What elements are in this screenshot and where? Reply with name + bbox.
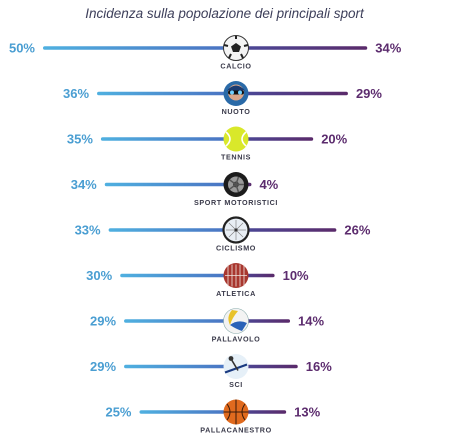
bar-right: [236, 46, 368, 50]
value-label-right: 34%: [375, 41, 401, 56]
chart-row: 35% 20% TENNIS: [67, 126, 348, 162]
chart-row: 30% 10% ATLETICA: [86, 263, 309, 298]
bar-right: [236, 91, 348, 96]
bar-left: [124, 319, 236, 323]
running-track-icon: [223, 263, 249, 288]
bicycle-wheel-icon: [222, 216, 250, 244]
value-label-left: 25%: [105, 405, 131, 420]
chart-row: 25% 13% PALLACANESTRO: [105, 399, 321, 433]
basketball-icon: [223, 399, 249, 425]
value-label-right: 10%: [283, 268, 309, 283]
bar-right: [236, 364, 298, 369]
category-label: CALCIO: [220, 62, 251, 71]
bar-left: [43, 46, 236, 50]
value-label-right: 13%: [294, 405, 320, 420]
bars-layer: 50% 34% CALCIO 36% 29% NUOTO 35% 20% TENNIS 34% 4%…: [9, 35, 402, 433]
value-label-right: 16%: [306, 359, 332, 374]
bar-right: [236, 410, 287, 414]
bar-left: [108, 228, 236, 232]
bar-left: [100, 137, 237, 141]
value-label-left: 34%: [71, 177, 97, 192]
bar-left: [97, 91, 236, 96]
bar-left: [139, 410, 236, 414]
chart-row: 29% 14% PALLAVOLO: [90, 308, 324, 344]
value-label-left: 35%: [67, 132, 93, 147]
bar-left: [124, 364, 236, 369]
value-label-right: 14%: [298, 314, 324, 329]
value-label-right: 20%: [321, 132, 347, 147]
value-label-left: 33%: [75, 223, 101, 238]
category-label: NUOTO: [222, 107, 251, 116]
value-label-left: 50%: [9, 41, 35, 56]
value-label-left: 36%: [63, 86, 89, 101]
chart-row: 34% 4% SPORT MOTORISTICI: [71, 172, 279, 207]
category-label: TENNIS: [221, 153, 251, 162]
bar-right: [236, 137, 314, 141]
volleyball-icon: [223, 308, 249, 334]
category-label: CICLISMO: [216, 244, 256, 253]
chart-title: Incidenza sulla popolazione dei principa…: [85, 6, 364, 21]
category-label: PALLAVOLO: [212, 335, 261, 344]
value-label-right: 26%: [344, 223, 370, 238]
value-label-right: 29%: [356, 86, 382, 101]
tire-icon: [223, 172, 249, 197]
category-label: SCI: [229, 380, 243, 389]
bar-right: [236, 319, 291, 323]
value-label-left: 30%: [86, 268, 112, 283]
soccer-ball-icon: [223, 35, 249, 61]
chart-row: 36% 29% NUOTO: [63, 81, 382, 116]
value-label-right: 4%: [259, 177, 278, 192]
category-label: SPORT MOTORISTICI: [194, 198, 278, 207]
ski-icon: [223, 354, 249, 379]
chart-row: 33% 26% CICLISMO: [75, 216, 371, 253]
category-label: PALLACANESTRO: [200, 426, 272, 433]
bar-left: [104, 182, 236, 187]
category-label: ATLETICA: [216, 289, 256, 298]
bar-right: [236, 228, 337, 232]
value-label-left: 29%: [90, 314, 116, 329]
bar-left: [120, 273, 236, 278]
chart-row: 50% 34% CALCIO: [9, 35, 402, 71]
chart-row: 29% 16% SCI: [90, 354, 332, 389]
swimmer-icon: [223, 81, 249, 106]
tennis-ball-icon: [223, 126, 249, 152]
value-label-left: 29%: [90, 359, 116, 374]
